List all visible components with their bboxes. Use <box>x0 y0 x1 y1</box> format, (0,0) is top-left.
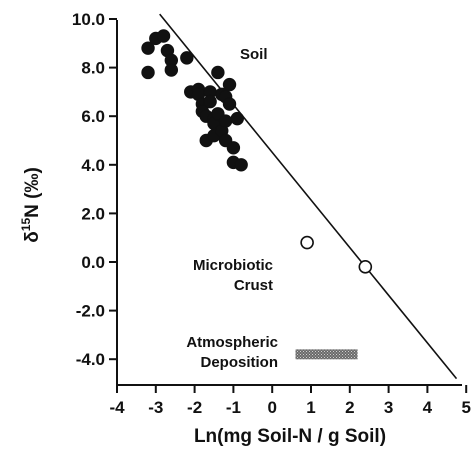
atmospheric-deposition-range-bar <box>295 349 358 360</box>
x-tick-label: -4 <box>109 398 125 417</box>
y-tick-label: 8.0 <box>81 59 105 78</box>
regression-line <box>159 13 458 380</box>
soil-data-point <box>222 97 237 111</box>
soil-data-point <box>156 29 171 43</box>
soil-data-point <box>222 77 237 92</box>
soil-data-point <box>180 51 194 65</box>
annotation-deposition: Deposition <box>201 354 279 371</box>
soil-data-point <box>141 65 155 80</box>
x-tick-label: 2 <box>345 398 354 417</box>
y-tick-label: 6.0 <box>81 107 105 126</box>
x-tick-label: -2 <box>187 398 202 417</box>
crust-data-point <box>300 235 314 250</box>
x-tick-label: 3 <box>384 398 393 417</box>
x-tick-label: 5 <box>461 398 470 417</box>
y-axis-title-rest: N (‰) <box>22 167 43 218</box>
soil-data-point <box>234 158 248 172</box>
data-points <box>141 29 373 274</box>
soil-data-point <box>141 41 155 55</box>
annotation-atmospheric: Atmospheric <box>186 334 278 351</box>
y-ticks: 10.0 8.0 6.0 4.0 2.0 0.0 -2.0 -4.0 <box>72 10 117 369</box>
soil-data-point <box>226 141 241 155</box>
soil-data-point <box>230 111 244 126</box>
x-axis-title: Ln(mg Soil-N / g Soil) <box>194 426 386 447</box>
y-tick-label: -4.0 <box>76 350 105 369</box>
x-tick-label: -3 <box>148 398 163 417</box>
crust-data-point <box>358 260 373 274</box>
soil-data-point <box>211 65 225 80</box>
x-tick-label: 0 <box>267 398 276 417</box>
x-tick-label: -1 <box>226 398 241 417</box>
y-tick-label: 2.0 <box>81 204 105 223</box>
annotation-crust: Crust <box>234 277 273 294</box>
annotation-microbiotic: Microbiotic <box>193 257 273 274</box>
y-tick-label: 10.0 <box>72 10 105 29</box>
y-axis-title-superscript: 15 <box>19 218 33 232</box>
y-tick-label: -2.0 <box>76 302 105 321</box>
y-axis-title-prefix: δ <box>22 231 43 243</box>
soil-data-point <box>164 63 179 77</box>
soil-data-point <box>203 94 217 109</box>
x-tick-label: 1 <box>306 398 315 417</box>
x-tick-label: 4 <box>423 398 433 417</box>
y-axis-title: δ15N (‰) <box>19 167 43 243</box>
x-ticks: -4 -3 -2 -1 0 1 2 3 4 5 <box>109 385 471 417</box>
y-tick-label: 4.0 <box>81 156 105 175</box>
annotation-soil: Soil <box>240 46 268 63</box>
y-tick-label: 0.0 <box>81 253 105 272</box>
soil-data-point <box>218 114 233 128</box>
plot-frame <box>116 20 462 386</box>
